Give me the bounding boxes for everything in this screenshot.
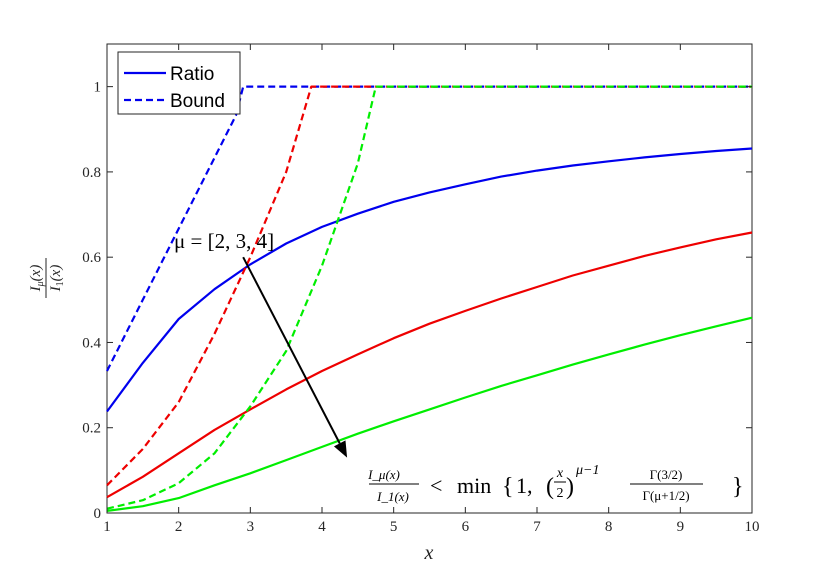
y-axis-label: Iμ(x) I1(x) — [28, 258, 66, 298]
y-tick-label: 0.8 — [82, 165, 101, 181]
y-label-num-arg: (x) — [28, 265, 44, 282]
plot-area — [106, 43, 753, 514]
formula-lhs-numerator: I_μ(x) — [367, 467, 400, 482]
mu-label: μ = [2, 3, 4] — [174, 229, 274, 253]
legend: Ratio Bound — [117, 51, 241, 115]
y-label-den-sub: 1 — [55, 281, 66, 286]
x-tick-label: 6 — [462, 519, 470, 535]
formula-gamma-numerator: Γ(3/2) — [650, 467, 683, 482]
x-tick-label: 9 — [677, 519, 685, 535]
bound-line-mu-3 — [106, 85, 752, 487]
bound-formula: I_μ(x) I_1(x) < min { 1, ( x 2 ) μ−1 Γ(3… — [367, 463, 743, 504]
y-label-den-base: I — [48, 285, 64, 292]
x-tick-label: 2 — [175, 519, 183, 535]
ratio-line-mu-4 — [106, 316, 753, 512]
formula-paren-open: ( — [546, 474, 554, 500]
formula-paren-close: ) — [566, 474, 574, 500]
x-tick-label: 4 — [318, 519, 326, 535]
legend-box — [117, 51, 241, 115]
arrow-shaft — [242, 256, 341, 444]
formula-less-than: < — [430, 473, 442, 498]
ticks-layer: 1 2 3 4 5 6 7 8 9 10 0 0.2 0.4 0.6 0.8 1 — [82, 44, 760, 535]
formula-one: 1, — [516, 473, 533, 498]
mu-annotation: μ = [2, 3, 4] — [174, 229, 274, 253]
y-tick-label: 0.4 — [82, 335, 101, 351]
x-tick-label: 10 — [745, 519, 760, 535]
y-tick-label: 0 — [94, 506, 102, 522]
curves-layer — [106, 85, 753, 512]
y-label-num-base: I — [28, 285, 44, 292]
formula-x-over-2-den: 2 — [557, 486, 564, 501]
y-tick-label: 0.2 — [82, 421, 101, 437]
formula-gamma-denominator: Γ(μ+1/2) — [642, 488, 689, 503]
x-axis-label: x — [424, 542, 434, 564]
bound-line-mu-2 — [106, 85, 752, 372]
ratio-line-mu-2 — [106, 147, 753, 413]
formula-exponent: μ−1 — [575, 463, 599, 478]
formula-min: min — [457, 473, 491, 498]
x-tick-label: 5 — [390, 519, 398, 535]
svg-text:Iμ(x): Iμ(x) — [28, 265, 46, 293]
x-tick-label: 8 — [605, 519, 613, 535]
legend-label-ratio: Ratio — [170, 64, 214, 85]
annotation-arrow — [242, 256, 348, 458]
x-tick-label: 7 — [533, 519, 541, 535]
y-tick-label: 1 — [94, 80, 102, 96]
x-tick-label: 1 — [103, 519, 111, 535]
y-label-den-arg: (x) — [48, 265, 64, 282]
legend-label-bound: Bound — [170, 91, 225, 112]
formula-x-over-2-num: x — [556, 466, 564, 481]
formula-brace-close: } — [732, 474, 744, 500]
bound-line-mu-4 — [106, 85, 752, 510]
svg-text:I1(x): I1(x) — [48, 265, 66, 293]
y-label-num-sub: μ — [35, 281, 46, 287]
y-tick-label: 0.6 — [82, 250, 101, 266]
x-tick-label: 3 — [247, 519, 255, 535]
formula-brace-open: { — [502, 474, 514, 500]
arrow-head — [333, 440, 348, 458]
ratio-line-mu-3 — [106, 231, 753, 499]
formula-lhs-denominator: I_1(x) — [376, 489, 409, 504]
